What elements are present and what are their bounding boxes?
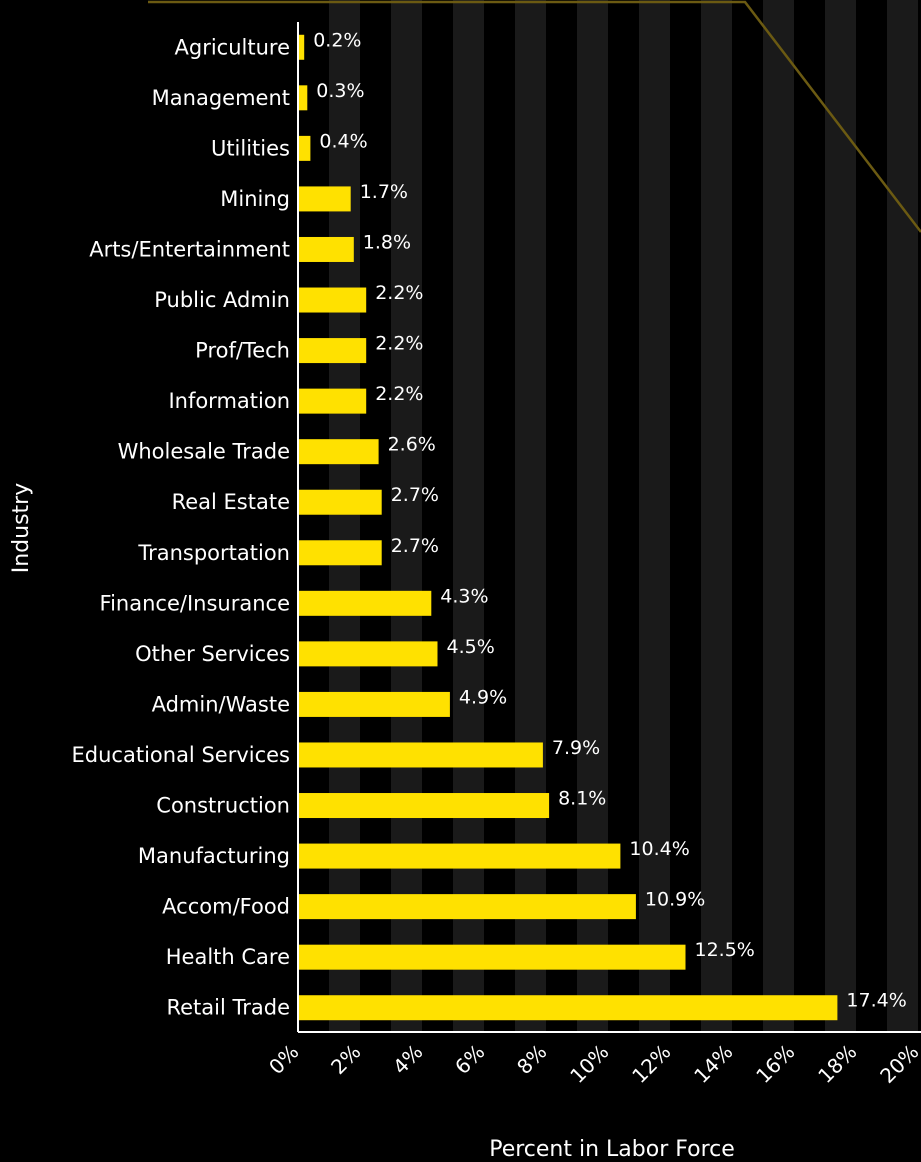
y-axis-title: Industry: [9, 483, 34, 574]
bar: [298, 135, 311, 161]
value-label: 2.2%: [375, 383, 423, 405]
category-labels: Agriculture Management Utilities Mining Arts…: [72, 35, 290, 1019]
category-label: Other Services: [135, 642, 290, 666]
bar: [298, 691, 450, 717]
x-tick-label: 10%: [565, 1040, 613, 1088]
value-label: 4.3%: [440, 585, 488, 607]
grid-band: [515, 0, 546, 1032]
value-label: 10.9%: [645, 889, 705, 911]
value-label: 2.7%: [391, 484, 439, 506]
category-label: Accom/Food: [162, 895, 290, 919]
bar: [298, 338, 367, 364]
grid-band: [639, 0, 670, 1032]
value-label: 7.9%: [552, 737, 600, 759]
value-label: 2.2%: [375, 333, 423, 355]
grid-band: [577, 0, 608, 1032]
bar: [298, 85, 308, 111]
axes: [297, 22, 921, 1033]
category-label: Prof/Tech: [195, 339, 290, 363]
bar: [298, 944, 686, 970]
value-label: 2.7%: [391, 535, 439, 557]
bar: [298, 995, 838, 1021]
x-tick-label: 0%: [264, 1040, 303, 1079]
bar: [298, 590, 432, 616]
category-label: Agriculture: [175, 35, 291, 59]
bar: [298, 793, 550, 819]
value-label: 1.7%: [360, 181, 408, 203]
category-label: Real Estate: [172, 490, 290, 514]
grid-band: [701, 0, 732, 1032]
value-labels: 0.2% 0.3% 0.4% 1.7% 1.8% 2.2% 2.2% 2.2% 2.6% 2.7%…: [313, 29, 907, 1011]
bar: [298, 540, 382, 566]
category-label: Information: [168, 389, 290, 413]
value-label: 4.9%: [459, 686, 507, 708]
bar: [298, 641, 438, 667]
bar: [298, 439, 379, 465]
grid-bands: [329, 0, 918, 1032]
value-label: 10.4%: [629, 838, 689, 860]
category-label: Finance/Insurance: [100, 591, 290, 615]
x-tick-label: 6%: [450, 1040, 489, 1079]
category-label: Educational Services: [72, 743, 290, 767]
x-tick-label: 4%: [388, 1040, 427, 1079]
value-label: 0.2%: [313, 29, 361, 51]
category-label: Arts/Entertainment: [89, 237, 290, 261]
x-tick-label: 18%: [813, 1040, 861, 1088]
bar: [298, 489, 382, 515]
category-label: Retail Trade: [166, 996, 290, 1020]
bar: [298, 236, 354, 262]
x-tick-label: 16%: [751, 1040, 799, 1088]
category-label: Mining: [220, 187, 290, 211]
category-label: Public Admin: [154, 288, 290, 312]
bars: [298, 34, 838, 1021]
grid-band: [329, 0, 360, 1032]
bar: [298, 742, 543, 768]
x-tick-label: 12%: [627, 1040, 675, 1088]
x-tick-label: 8%: [512, 1040, 551, 1079]
grid-band: [391, 0, 422, 1032]
grid-band: [763, 0, 794, 1032]
x-tick-label: 14%: [689, 1040, 737, 1088]
value-label: 2.6%: [388, 434, 436, 456]
category-label: Management: [152, 86, 290, 110]
category-label: Construction: [156, 794, 290, 818]
category-label: Transportation: [137, 541, 290, 565]
category-label: Admin/Waste: [152, 692, 290, 716]
bar: [298, 843, 621, 869]
decorative-lines: [148, 0, 921, 233]
grid-band: [453, 0, 484, 1032]
value-label: 2.2%: [375, 282, 423, 304]
value-label: 0.3%: [316, 80, 364, 102]
bar: [298, 388, 367, 414]
x-axis-title: Percent in Labor Force: [489, 1137, 735, 1162]
decorative-accent-line: [148, 0, 921, 233]
value-label: 12.5%: [695, 939, 755, 961]
x-tick-label: 20%: [875, 1040, 921, 1088]
x-tick-labels: 0% 2% 4% 6% 8% 10% 12% 14% 16% 18% 20%: [264, 1040, 921, 1088]
bar: [298, 34, 305, 60]
grid-band: [825, 0, 856, 1032]
value-label: 17.4%: [846, 990, 906, 1012]
category-label: Utilities: [211, 136, 290, 160]
category-label: Health Care: [166, 945, 290, 969]
x-tick-label: 2%: [326, 1040, 365, 1079]
bar: [298, 287, 367, 313]
category-label: Wholesale Trade: [118, 440, 290, 464]
grid-band: [887, 0, 918, 1032]
value-label: 0.4%: [319, 130, 367, 152]
bar: [298, 186, 351, 212]
bar: [298, 894, 636, 920]
value-label: 8.1%: [558, 788, 606, 810]
value-label: 1.8%: [363, 231, 411, 253]
category-label: Manufacturing: [138, 844, 290, 868]
value-label: 4.5%: [447, 636, 495, 658]
